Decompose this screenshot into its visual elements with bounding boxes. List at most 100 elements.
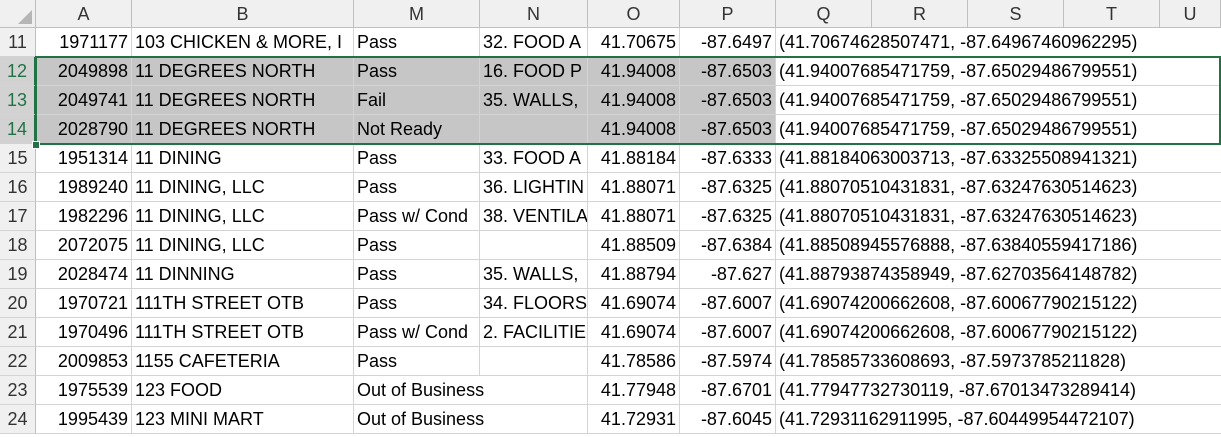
column-header-o[interactable]: O bbox=[588, 0, 680, 28]
cell-n[interactable]: 35. WALLS, bbox=[480, 86, 588, 115]
cell-n[interactable] bbox=[480, 115, 588, 144]
cell-n[interactable]: 33. FOOD A bbox=[480, 144, 588, 173]
cell-o[interactable]: 41.69074 bbox=[588, 289, 680, 318]
cell-m[interactable]: Pass bbox=[354, 260, 480, 289]
cell-q[interactable]: (41.88070510431831, -87.63247630514623) bbox=[776, 173, 1221, 202]
cell-n[interactable]: 35. WALLS, bbox=[480, 260, 588, 289]
column-header-m[interactable]: M bbox=[354, 0, 480, 28]
cell-m[interactable]: Pass bbox=[354, 28, 480, 57]
cell-b[interactable]: 111TH STREET OTB bbox=[132, 318, 354, 347]
cell-b[interactable]: 11 DINING, LLC bbox=[132, 202, 354, 231]
row-header[interactable]: 17 bbox=[0, 202, 36, 231]
cell-a[interactable]: 2049898 bbox=[36, 57, 132, 86]
cell-m[interactable]: Pass bbox=[354, 57, 480, 86]
cell-b[interactable]: 11 DEGREES NORTH bbox=[132, 86, 354, 115]
cell-b[interactable]: 11 DINING bbox=[132, 144, 354, 173]
cell-n[interactable]: 36. LIGHTIN bbox=[480, 173, 588, 202]
cell-m[interactable]: Pass bbox=[354, 173, 480, 202]
cell-n[interactable]: 38. VENTILA bbox=[480, 202, 588, 231]
cell-a[interactable]: 2072075 bbox=[36, 231, 132, 260]
cell-m[interactable]: Pass bbox=[354, 289, 480, 318]
cell-b[interactable]: 11 DINNING bbox=[132, 260, 354, 289]
cell-o[interactable]: 41.78586 bbox=[588, 347, 680, 376]
cell-q[interactable]: (41.88070510431831, -87.63247630514623) bbox=[776, 202, 1221, 231]
cell-o[interactable]: 41.88184 bbox=[588, 144, 680, 173]
cell-o[interactable]: 41.94008 bbox=[588, 57, 680, 86]
cell-q[interactable]: (41.70674628507471, -87.64967460962295) bbox=[776, 28, 1221, 57]
cell-m[interactable]: Out of Business bbox=[354, 405, 484, 434]
cell-b[interactable]: 11 DEGREES NORTH bbox=[132, 115, 354, 144]
row-header[interactable]: 18 bbox=[0, 231, 36, 260]
cell-q[interactable]: (41.77947732730119, -87.67013473289414) bbox=[776, 376, 1221, 405]
cell-p[interactable]: -87.6325 bbox=[680, 173, 776, 202]
cell-p[interactable]: -87.627 bbox=[680, 260, 776, 289]
cell-p[interactable]: -87.6384 bbox=[680, 231, 776, 260]
fill-handle[interactable] bbox=[32, 141, 40, 149]
column-header-q[interactable]: Q bbox=[776, 0, 872, 28]
cell-p[interactable]: -87.6503 bbox=[680, 115, 776, 144]
cell-o[interactable]: 41.94008 bbox=[588, 86, 680, 115]
cell-p[interactable]: -87.6007 bbox=[680, 289, 776, 318]
row-header[interactable]: 12 bbox=[0, 57, 36, 86]
cell-n[interactable]: 32. FOOD A bbox=[480, 28, 588, 57]
column-header-u[interactable]: U bbox=[1160, 0, 1221, 28]
cell-a[interactable]: 2049741 bbox=[36, 86, 132, 115]
cell-p[interactable]: -87.6333 bbox=[680, 144, 776, 173]
cell-q[interactable]: (41.69074200662608, -87.60067790215122) bbox=[776, 318, 1221, 347]
row-header[interactable]: 16 bbox=[0, 173, 36, 202]
cell-o[interactable]: 41.88509 bbox=[588, 231, 680, 260]
cell-b[interactable]: 123 MINI MART bbox=[132, 405, 354, 434]
cell-m[interactable]: Out of Business bbox=[354, 376, 484, 405]
cell-a[interactable]: 1975539 bbox=[36, 376, 132, 405]
cell-b[interactable]: 11 DINING, LLC bbox=[132, 173, 354, 202]
cell-m[interactable]: Pass bbox=[354, 231, 480, 260]
cell-q[interactable]: (41.69074200662608, -87.60067790215122) bbox=[776, 289, 1221, 318]
cell-q[interactable]: (41.88793874358949, -87.62703564148782) bbox=[776, 260, 1221, 289]
row-header[interactable]: 24 bbox=[0, 405, 36, 434]
cell-a[interactable]: 2028790 bbox=[36, 115, 132, 144]
cell-b[interactable]: 11 DEGREES NORTH bbox=[132, 57, 354, 86]
cell-q[interactable]: (41.94007685471759, -87.65029486799551) bbox=[776, 86, 1221, 115]
cell-m[interactable]: Pass w/ Cond bbox=[354, 202, 480, 231]
cell-q[interactable]: (41.78585733608693, -87.5973785211828) bbox=[776, 347, 1221, 376]
cell-p[interactable]: -87.6503 bbox=[680, 86, 776, 115]
cell-a[interactable]: 2009853 bbox=[36, 347, 132, 376]
cell-o[interactable]: 41.77948 bbox=[588, 376, 680, 405]
column-header-b[interactable]: B bbox=[132, 0, 354, 28]
cell-q[interactable]: (41.72931162911995, -87.60449954472107) bbox=[776, 405, 1221, 434]
cell-a[interactable]: 1970496 bbox=[36, 318, 132, 347]
row-header[interactable]: 23 bbox=[0, 376, 36, 405]
cell-b[interactable]: 11 DINING, LLC bbox=[132, 231, 354, 260]
cell-o[interactable]: 41.70675 bbox=[588, 28, 680, 57]
cell-p[interactable]: -87.6701 bbox=[680, 376, 776, 405]
cell-a[interactable]: 1971177 bbox=[36, 28, 132, 57]
column-header-a[interactable]: A bbox=[36, 0, 132, 28]
cell-p[interactable]: -87.6045 bbox=[680, 405, 776, 434]
cell-o[interactable]: 41.88794 bbox=[588, 260, 680, 289]
cell-b[interactable]: 123 FOOD bbox=[132, 376, 354, 405]
cell-o[interactable]: 41.72931 bbox=[588, 405, 680, 434]
cell-p[interactable]: -87.6497 bbox=[680, 28, 776, 57]
cell-a[interactable]: 1989240 bbox=[36, 173, 132, 202]
cell-a[interactable]: 2028474 bbox=[36, 260, 132, 289]
select-all-button[interactable] bbox=[0, 0, 36, 28]
cell-n[interactable]: 34. FLOORS bbox=[480, 289, 588, 318]
cell-q[interactable]: (41.88184063003713, -87.63325508941321) bbox=[776, 144, 1221, 173]
row-header[interactable]: 13 bbox=[0, 86, 36, 115]
cell-o[interactable]: 41.88071 bbox=[588, 202, 680, 231]
cell-q[interactable]: (41.88508945576888, -87.63840559417186) bbox=[776, 231, 1221, 260]
column-header-s[interactable]: S bbox=[968, 0, 1064, 28]
cell-n[interactable] bbox=[480, 347, 588, 376]
column-header-p[interactable]: P bbox=[680, 0, 776, 28]
cell-o[interactable]: 41.88071 bbox=[588, 173, 680, 202]
cell-p[interactable]: -87.6325 bbox=[680, 202, 776, 231]
cell-o[interactable]: 41.94008 bbox=[588, 115, 680, 144]
row-header[interactable]: 21 bbox=[0, 318, 36, 347]
cell-o[interactable]: 41.69074 bbox=[588, 318, 680, 347]
column-header-n[interactable]: N bbox=[480, 0, 588, 28]
cell-b[interactable]: 103 CHICKEN & MORE, I bbox=[132, 28, 354, 57]
cell-n[interactable]: 16. FOOD P bbox=[480, 57, 588, 86]
cell-p[interactable]: -87.6503 bbox=[680, 57, 776, 86]
cell-n[interactable] bbox=[480, 376, 588, 405]
